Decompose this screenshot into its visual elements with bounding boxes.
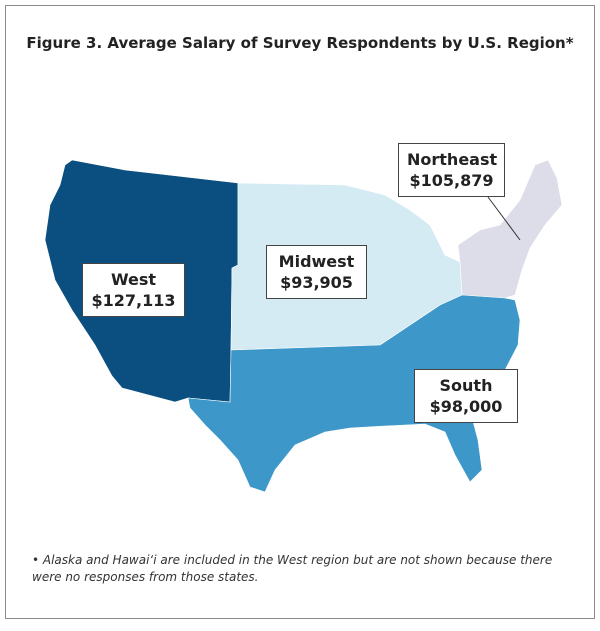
region-value: $127,113 [91, 291, 176, 310]
region-name: Midwest [278, 252, 355, 271]
region-value: $105,879 [409, 171, 494, 190]
label-midwest: Midwest $93,905 [266, 245, 367, 299]
footnote: • Alaska and Hawai‘i are included in the… [32, 553, 553, 584]
label-south: South $98,000 [414, 369, 518, 423]
region-northeast [457, 159, 563, 299]
label-northeast: Northeast $105,879 [398, 143, 505, 197]
region-value: $98,000 [429, 397, 503, 416]
chart-title: Figure 3. Average Salary of Survey Respo… [26, 34, 574, 52]
northeast-pointer [487, 196, 521, 241]
region-name: South [439, 376, 493, 395]
region-name: Northeast [407, 150, 498, 169]
label-west: West $127,113 [82, 263, 185, 317]
region-value: $93,905 [280, 273, 353, 292]
region-name: West [110, 270, 157, 289]
region-south [187, 294, 521, 493]
